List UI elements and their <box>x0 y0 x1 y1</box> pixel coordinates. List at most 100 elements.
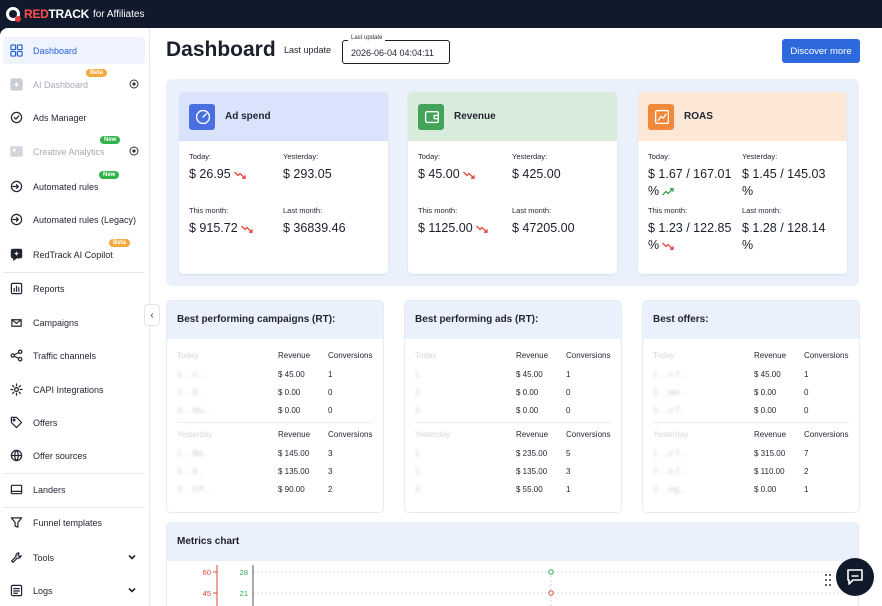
row-name[interactable]: 2. ...8... <box>177 388 204 397</box>
chart-point-green <box>548 569 554 575</box>
sidebar-item-redtrack-ai-copilot[interactable]: RedTrack AI Copilot Beta <box>3 239 145 268</box>
info-icon[interactable] <box>129 79 139 89</box>
row-revenue: $ 0.00 <box>754 388 777 397</box>
row-name[interactable]: 2. <box>415 388 422 397</box>
last-update-field[interactable]: Last update 2026-06-04 04:04:11 <box>342 35 450 64</box>
sidebar-item-label: CAPI Integrations <box>33 384 104 395</box>
kpi-yesterday-value: $ 1.45 / 145.03 % <box>742 167 826 198</box>
kpi-yesterday-value: $ 293.05 <box>283 167 332 181</box>
row-name[interactable]: 1. ...n T... <box>653 449 686 458</box>
panel-title: Best offers: <box>643 301 859 339</box>
sidebar-item-label: Ads Manager <box>33 112 87 123</box>
row-name[interactable]: 2. ...n T... <box>653 467 686 476</box>
kpi-yesterday-label: Yesterday: <box>742 152 778 161</box>
sidebar-item-label: Campaigns <box>33 317 79 328</box>
sidebar-item-dashboard[interactable]: Dashboard <box>3 37 145 64</box>
sidebar-item-label: Landers <box>33 484 66 495</box>
sidebar-item-traffic-channels[interactable]: Traffic channels <box>3 342 145 369</box>
kpi-yesterday-cell: Yesterday: $ 293.05 <box>283 152 375 183</box>
sidebar-item-landers[interactable]: Landers <box>3 476 145 503</box>
row-name[interactable]: 2. ...ate... <box>653 388 687 397</box>
revenue-header: Revenue <box>516 430 549 439</box>
row-revenue: $ 90.00 <box>278 485 305 494</box>
brand-logo-text[interactable]: REDTRACK <box>24 7 89 21</box>
sidebar-item-capi-integrations[interactable]: CAPI Integrations <box>3 376 145 403</box>
row-name[interactable]: 1. ...C... <box>177 370 206 379</box>
kpi-month-label: This month: <box>418 206 458 215</box>
row-name[interactable]: 1. <box>415 449 422 458</box>
row-revenue: $ 45.00 <box>278 370 305 379</box>
kpi-card-roas: ROAS Today: $ 1.67 / 167.01 % Yesterday: $ 1… <box>638 92 847 274</box>
row-revenue: $ 0.00 <box>516 406 539 415</box>
sidebar-item-label: RedTrack AI Copilot <box>33 249 113 260</box>
kpi-section: Ad spend Today: $ 26.95 Yesterday: $ 293.05 T… <box>166 79 859 286</box>
sidebar-item-offer-sources[interactable]: Offer sources <box>3 442 145 469</box>
row-conversions: 0 <box>328 406 333 415</box>
row-name[interactable]: 1. ...Bd... <box>177 449 210 458</box>
revenue-header: Revenue <box>754 430 787 439</box>
row-revenue: $ 0.00 <box>754 406 777 415</box>
sidebar-item-tools[interactable]: Tools <box>3 544 145 571</box>
sidebar: Dashboard AI Dashboard Beta Ads Manager Crea… <box>0 28 150 606</box>
period-header: Today <box>653 351 675 360</box>
kpi-today-label: Today: <box>189 152 212 161</box>
row-name[interactable]: 2. <box>415 467 422 476</box>
sidebar-item-label: Dashboard <box>33 45 78 56</box>
kpi-last-month-value: $ 1.28 / 128.14 % <box>742 221 826 252</box>
row-conversions: 3 <box>328 449 333 458</box>
row-conversions: 0 <box>566 406 571 415</box>
chat-support-button[interactable] <box>836 558 874 596</box>
page-title: Dashboard <box>166 38 276 61</box>
collapse-sidebar-button[interactable]: ‹ <box>144 304 160 326</box>
sidebar-item-label: Offers <box>33 417 58 428</box>
row-name[interactable]: 3. ...CP... <box>177 485 210 494</box>
row-conversions: 0 <box>804 388 809 397</box>
sidebar-item-ads-manager[interactable]: Ads Manager <box>3 104 145 131</box>
drag-handle-icon[interactable] <box>824 573 832 587</box>
wrench-icon <box>9 551 23 565</box>
sidebar-item-ai-dashboard[interactable]: AI Dashboard Beta <box>3 69 145 98</box>
row-name[interactable]: 3. ...n T... <box>653 406 686 415</box>
row-name[interactable]: 1. ...n T... <box>653 370 686 379</box>
sidebar-item-offers[interactable]: Offers <box>3 409 145 436</box>
kpi-last-month-value: $ 47205.00 <box>512 221 575 235</box>
row-revenue: $ 135.00 <box>278 467 310 476</box>
row-conversions: 1 <box>566 370 571 379</box>
sidebar-item-label: Logs <box>33 585 53 596</box>
info-icon[interactable] <box>129 146 139 156</box>
row-name[interactable]: 2. ...8... <box>177 467 204 476</box>
sidebar-item-logs[interactable]: Logs <box>3 577 145 604</box>
trend-down-icon <box>238 221 253 235</box>
kpi-card-ad-spend: Ad spend Today: $ 26.95 Yesterday: $ 293.05 T… <box>179 92 388 274</box>
row-conversions: 2 <box>804 467 809 476</box>
kpi-today-value: $ 1.67 / 167.01 % <box>648 167 732 198</box>
row-name[interactable]: 3. <box>415 485 422 494</box>
sidebar-item-campaigns[interactable]: Campaigns <box>3 309 145 336</box>
row-name[interactable]: 3. ...ing... <box>653 485 686 494</box>
sidebar-badge: New <box>99 171 120 179</box>
sidebar-item-funnel-templates[interactable]: Funnel templates <box>3 509 145 536</box>
automation-icon <box>9 180 23 194</box>
row-name[interactable]: 3. ...Mu... <box>177 406 211 415</box>
sidebar-item-automated-rules[interactable]: Automated rules New <box>3 171 145 200</box>
sidebar-item-label: Reports <box>33 283 65 294</box>
kpi-today-cell: Today: $ 26.95 <box>189 152 281 183</box>
sidebar-item-reports[interactable]: Reports <box>3 275 145 302</box>
row-revenue: $ 45.00 <box>754 370 781 379</box>
sidebar-item-label: Traffic channels <box>33 350 97 361</box>
chevron-down-icon[interactable] <box>127 585 137 595</box>
kpi-month-label: This month: <box>648 206 688 215</box>
gear-icon <box>9 383 23 397</box>
discover-more-button[interactable]: Discover more <box>782 39 860 63</box>
grid-icon <box>9 44 23 58</box>
row-name[interactable]: 1. <box>415 370 422 379</box>
row-name[interactable]: 3. <box>415 406 422 415</box>
sidebar-badge: Beta <box>86 69 108 77</box>
kpi-month-value: $ 1125.00 <box>418 220 510 237</box>
sidebar-item-automated-rules-legacy[interactable]: Automated rules (Legacy) <box>3 206 145 233</box>
conversions-header: Conversions <box>328 351 373 360</box>
row-revenue: $ 0.00 <box>516 388 539 397</box>
chevron-down-icon[interactable] <box>127 552 137 562</box>
chart-point-red <box>548 590 554 596</box>
sidebar-item-creative-analytics[interactable]: Creative Analytics New <box>3 136 145 165</box>
